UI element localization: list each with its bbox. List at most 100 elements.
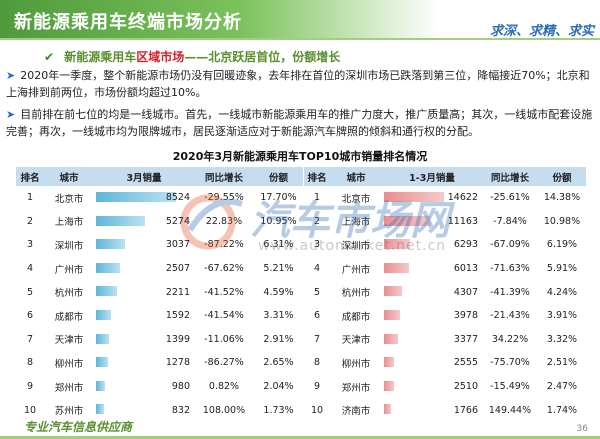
growth-cell: -21.43% xyxy=(490,310,530,322)
share-cell: 3.91% xyxy=(546,310,578,322)
sales-cell: 3978 xyxy=(382,304,482,328)
share-cell: 1.74% xyxy=(546,404,578,416)
city-cell: 成都市 xyxy=(54,311,84,323)
share-cell: 2.91% xyxy=(263,333,294,345)
sales-bar xyxy=(96,192,176,202)
growth-cell: -41.39% xyxy=(490,286,530,298)
sales-value: 3037 xyxy=(165,239,190,251)
header-sales: 1-3月销量 xyxy=(382,167,482,186)
sales-cell: 14622 xyxy=(382,186,482,210)
rank-cell: 5 xyxy=(313,286,321,298)
growth-cell: 34.22% xyxy=(491,333,529,345)
sales-bar xyxy=(384,239,410,250)
share-cell: 4.24% xyxy=(546,286,578,298)
sales-value: 14622 xyxy=(447,192,478,204)
sales-value: 8524 xyxy=(165,192,190,204)
table-row: 8 柳州市 1278 -86.27% 2.65% xyxy=(16,351,303,375)
rank-cell: 9 xyxy=(313,381,321,393)
sales-cell: 3037 xyxy=(94,233,194,257)
share-cell: 2.04% xyxy=(263,381,294,393)
sales-cell: 1399 xyxy=(94,328,194,352)
sales-cell: 1766 xyxy=(382,398,482,422)
sales-cell: 6013 xyxy=(382,257,482,281)
header-rank: 排名 xyxy=(304,167,330,186)
sales-cell: 2510 xyxy=(382,375,482,399)
sales-cell: 2211 xyxy=(94,280,194,304)
title-rule xyxy=(0,38,600,40)
sales-value: 2555 xyxy=(453,357,478,369)
city-cell: 郑州市 xyxy=(54,382,84,394)
header-city: 城市 xyxy=(44,167,94,186)
sales-value: 980 xyxy=(171,381,190,393)
rank-cell: 7 xyxy=(26,333,34,345)
sales-value: 1592 xyxy=(165,310,190,322)
rank-cell: 4 xyxy=(26,263,34,275)
city-cell: 广州市 xyxy=(341,264,371,276)
rank-cell: 5 xyxy=(26,286,34,298)
header-city: 城市 xyxy=(330,167,382,186)
sales-value: 3377 xyxy=(453,333,478,345)
sales-cell: 5274 xyxy=(94,210,194,234)
table-row: 10 苏州市 832 108.00% 1.73% xyxy=(16,398,303,422)
table-row: 6 成都市 3978 -21.43% 3.91% xyxy=(304,304,586,328)
rank-cell: 1 xyxy=(313,192,321,204)
sales-bar xyxy=(96,215,146,226)
sales-cell: 11163 xyxy=(382,210,482,234)
rank-cell: 1 xyxy=(26,192,34,204)
arrow-bullet-icon: ➤ xyxy=(6,108,16,121)
city-cell: 杭州市 xyxy=(54,288,84,300)
sales-value: 3978 xyxy=(453,310,478,322)
growth-cell: -41.54% xyxy=(204,310,244,322)
table-row: 6 成都市 1592 -41.54% 3.31% xyxy=(16,304,303,328)
q1-sales-table: 排名 城市 1-3月销量 同比增长 份额 1 北京市 14622 -25.61% 14.… xyxy=(304,167,586,422)
share-cell: 3.31% xyxy=(263,310,294,322)
rank-cell: 9 xyxy=(26,381,34,393)
table-row: 1 北京市 14622 -25.61% 14.38% xyxy=(304,186,586,210)
growth-cell: -29.55% xyxy=(204,192,244,204)
sales-value: 2211 xyxy=(165,286,190,298)
table-row: 2 上海市 5274 22.83% 10.95% xyxy=(16,210,303,234)
sales-cell: 3377 xyxy=(382,328,482,352)
bullet-text: 2020年一季度，整个新能源市场仍没有回暖迹象，去年排在首位的深圳市场已跌落到第… xyxy=(6,69,590,99)
share-cell: 2.47% xyxy=(546,381,578,393)
sales-bar xyxy=(384,380,395,391)
growth-cell: 108.00% xyxy=(202,404,246,416)
sales-cell: 8524 xyxy=(94,186,194,210)
subheading: ✔ 新能源乘用车区域市场——北京跃居首位，份额增长 xyxy=(44,48,340,65)
header-sales: 3月销量 xyxy=(94,167,194,186)
subheading-suffix: ——北京跃居首位，份额增长 xyxy=(184,50,341,64)
sales-bar xyxy=(384,192,444,202)
city-cell: 广州市 xyxy=(54,264,84,276)
table-row: 9 郑州市 2510 -15.49% 2.47% xyxy=(304,375,586,399)
sales-value: 2510 xyxy=(453,381,478,393)
sales-bar xyxy=(384,333,398,344)
table-row: 1 北京市 8524 -29.55% 17.70% xyxy=(16,186,303,210)
footer-slogan: 专业汽车信息供应商 xyxy=(24,420,133,434)
sales-bar xyxy=(96,239,125,250)
page-number: 36 xyxy=(576,424,588,434)
sales-bar xyxy=(96,404,104,415)
table-row: 2 上海市 11163 -7.84% 10.98% xyxy=(304,210,586,234)
check-icon: ✔ xyxy=(44,50,55,64)
table-header-row: 排名 城市 3月销量 同比增长 份额 xyxy=(16,167,303,186)
share-cell: 4.59% xyxy=(263,286,294,298)
growth-cell: -71.63% xyxy=(490,263,530,275)
table-title: 2020年3月新能源乘用车TOP10城市销量排名情况 xyxy=(172,150,428,163)
sales-cell: 2507 xyxy=(94,257,194,281)
growth-cell: 0.82% xyxy=(208,381,240,393)
growth-cell: -15.49% xyxy=(490,381,530,393)
share-cell: 17.70% xyxy=(260,192,297,204)
header-rank: 排名 xyxy=(16,167,44,186)
sales-bar xyxy=(384,215,430,226)
rank-cell: 2 xyxy=(26,215,34,227)
growth-cell: -25.61% xyxy=(490,192,530,204)
sales-cell: 980 xyxy=(94,375,194,399)
footer-rule xyxy=(0,436,600,439)
bullet-paragraph-2: ➤ 目前排在前七位的均是一线城市。首先，一线城市新能源乘用车的推广力度大，推广质量… xyxy=(6,106,596,140)
sales-value: 11163 xyxy=(447,215,478,227)
city-cell: 深圳市 xyxy=(341,240,371,252)
share-cell: 1.73% xyxy=(263,404,294,416)
rank-cell: 4 xyxy=(313,263,321,275)
city-cell: 上海市 xyxy=(54,217,84,229)
growth-cell: -75.70% xyxy=(490,357,530,369)
